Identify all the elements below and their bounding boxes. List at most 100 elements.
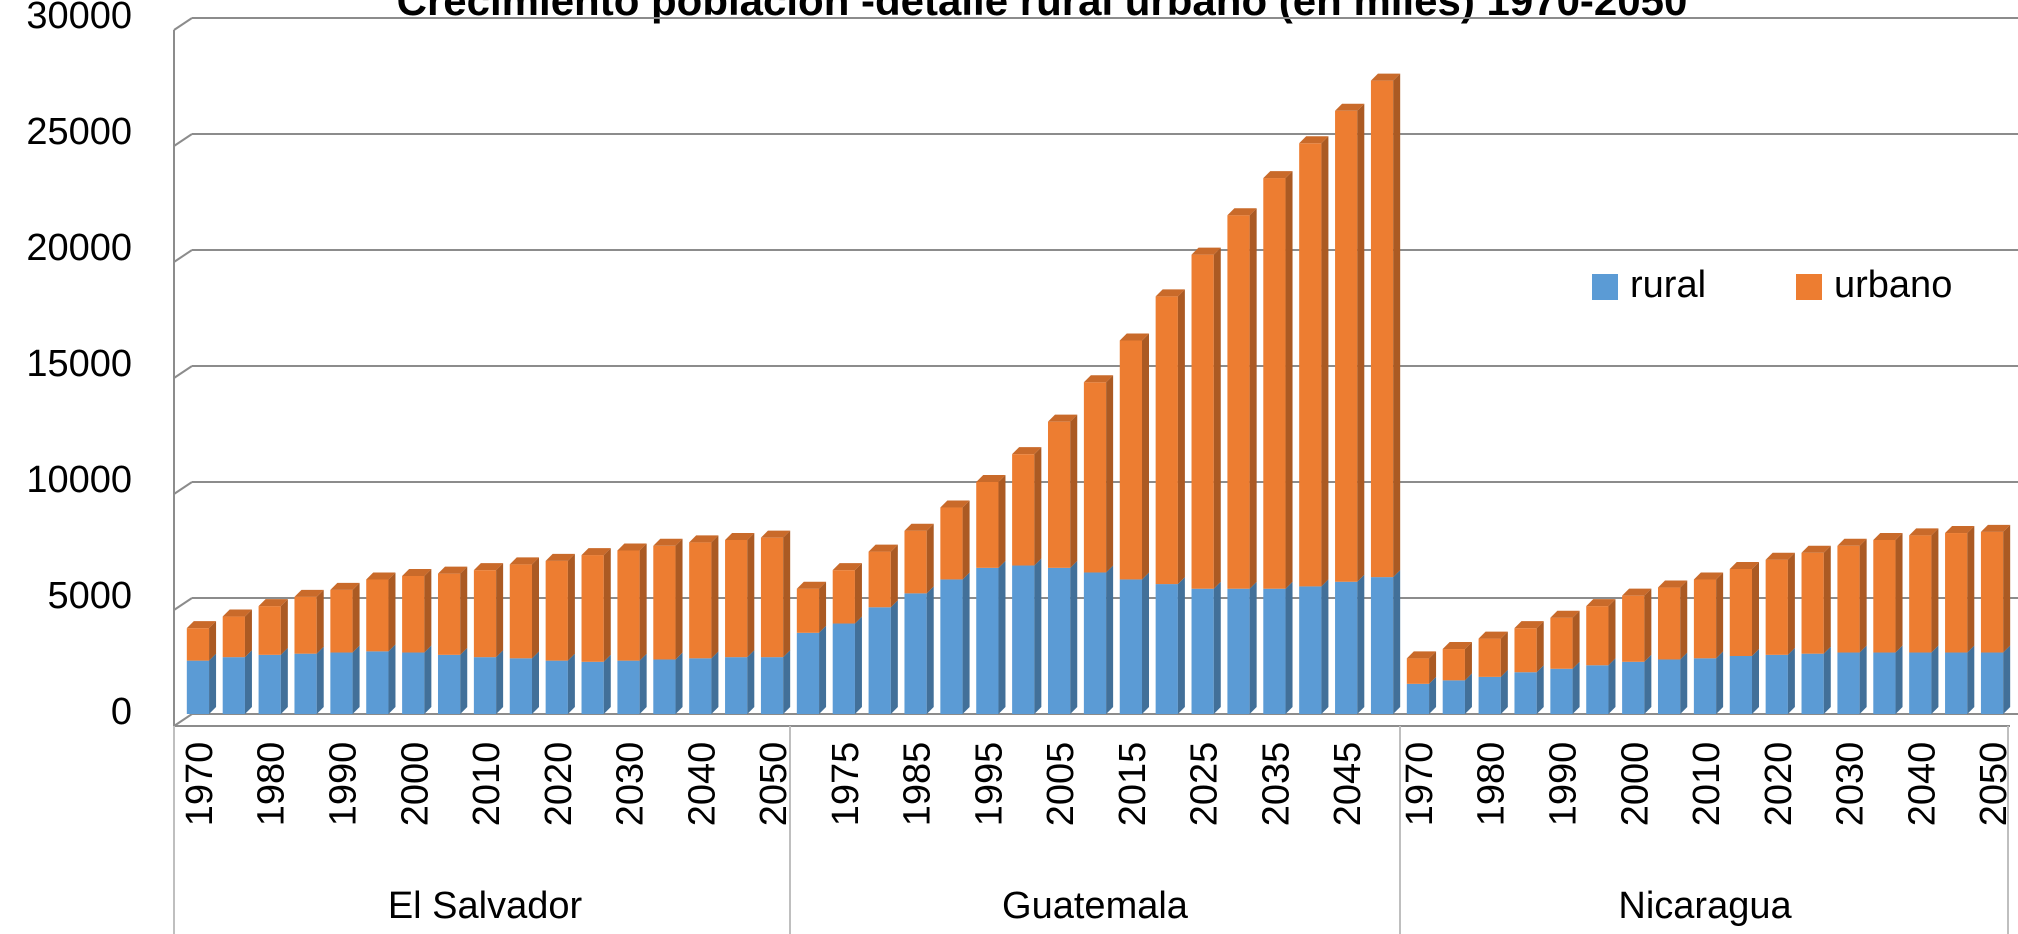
bar	[545, 560, 568, 661]
x-tick-label: 1970	[179, 742, 221, 827]
bar-top	[294, 589, 324, 597]
bar-top	[689, 535, 719, 543]
bar	[832, 623, 855, 714]
bar-side	[747, 533, 755, 658]
grid-line-edge	[173, 713, 193, 727]
bar-side	[1106, 375, 1114, 573]
bar	[1586, 606, 1609, 666]
bar-top	[258, 599, 288, 607]
bar-top	[1550, 610, 1580, 618]
bar-side	[2003, 524, 2011, 653]
bar	[1335, 110, 1358, 582]
bar	[868, 551, 891, 608]
bar-side	[1249, 208, 1257, 589]
bar-top	[581, 548, 611, 556]
legend-label: urbano	[1834, 264, 1952, 306]
bar	[1478, 676, 1501, 714]
x-tick-label: 2020	[538, 742, 580, 827]
bar	[940, 579, 963, 714]
bar	[294, 596, 317, 654]
bar	[1550, 668, 1573, 714]
bar	[1801, 552, 1824, 654]
bar-side	[567, 553, 575, 661]
bar-top	[1729, 562, 1760, 569]
bar-side	[244, 609, 252, 658]
bar-side	[1177, 577, 1185, 714]
bar	[509, 564, 533, 659]
bar	[725, 657, 748, 714]
bar-top	[186, 621, 217, 629]
bar	[689, 542, 712, 659]
bar-side	[1823, 545, 1831, 654]
bar	[1693, 658, 1717, 714]
bar-top	[976, 475, 1006, 482]
x-tick-label: 2010	[466, 742, 508, 827]
bar-side	[1106, 565, 1114, 714]
bar-side	[1429, 651, 1437, 684]
bar	[1945, 652, 1968, 714]
bar-top	[1299, 136, 1329, 144]
bar	[1657, 659, 1681, 714]
y-tick-label: 10000	[26, 459, 132, 501]
y-tick-label: 25000	[26, 111, 132, 153]
bar-side	[603, 654, 611, 714]
bar	[258, 606, 281, 655]
bar-top	[1765, 552, 1795, 560]
bar-side	[1608, 658, 1616, 714]
bar-top	[1478, 631, 1508, 639]
bar	[1047, 567, 1071, 714]
bar-top	[330, 582, 360, 590]
bar-side	[1213, 581, 1221, 714]
bar-side	[1142, 333, 1150, 580]
bar-side	[1572, 661, 1580, 714]
bar-top	[402, 568, 432, 576]
bar-side	[962, 500, 970, 580]
bar-top	[940, 500, 970, 508]
bar	[1980, 531, 2004, 653]
bar-side	[388, 572, 396, 652]
bar	[1478, 638, 1501, 677]
bar-side	[1931, 645, 1939, 714]
bar-side	[1644, 588, 1652, 662]
bar	[402, 575, 425, 653]
bar-side	[890, 544, 898, 608]
bar-side	[1070, 414, 1078, 568]
chart-title: Crecimiento población -detalle rural urb…	[397, 0, 1688, 24]
bar-top	[1012, 447, 1042, 455]
x-tick-label: 2040	[1901, 742, 1943, 827]
bar-side	[388, 644, 396, 714]
legend-label: rural	[1630, 264, 1706, 306]
bar-side	[280, 647, 288, 714]
bar-top	[473, 563, 504, 571]
bar	[1406, 658, 1430, 684]
bar	[1980, 652, 2004, 714]
bar-side	[1464, 673, 1472, 714]
bar	[1299, 586, 1322, 714]
bar-side	[675, 538, 683, 660]
bar-top	[437, 566, 468, 574]
bar	[1227, 215, 1250, 589]
bar-side	[926, 523, 934, 594]
x-tick-label: 2005	[1040, 742, 1082, 827]
bar-side	[460, 566, 468, 655]
bar-top	[617, 543, 647, 551]
bar	[186, 660, 210, 714]
bar-top	[1335, 103, 1365, 111]
bar-top	[1586, 599, 1616, 607]
bar-side	[1644, 654, 1652, 714]
bar-side	[209, 621, 217, 661]
bar	[1370, 80, 1394, 578]
bar-side	[1536, 665, 1544, 714]
group-label: El Salvador	[388, 885, 583, 927]
bar-side	[926, 586, 934, 714]
bar-side	[2003, 645, 2011, 714]
bar	[1837, 545, 1860, 653]
bar	[1263, 178, 1286, 589]
x-tick-label: 1975	[825, 742, 867, 827]
x-tick-label: 2030	[1830, 742, 1872, 827]
bar	[832, 570, 855, 624]
bar-side	[1967, 526, 1975, 653]
bar	[1119, 579, 1143, 714]
bar-side	[1393, 73, 1401, 578]
bar	[976, 567, 999, 714]
